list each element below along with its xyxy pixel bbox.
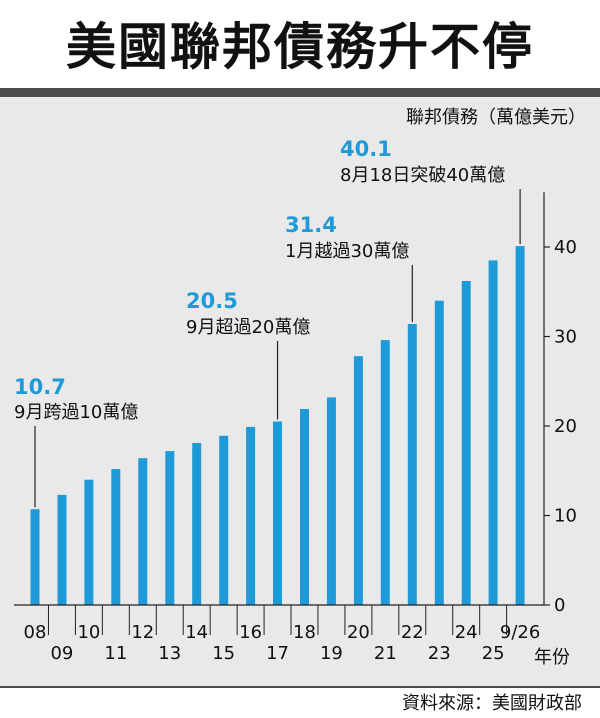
y-tick-label: 30 xyxy=(554,327,577,348)
y-tick-label: 10 xyxy=(554,506,577,527)
bar-14 xyxy=(192,443,202,605)
footer-divider xyxy=(0,686,600,688)
bar-15 xyxy=(219,435,229,605)
x-tick-label: 24 xyxy=(455,622,478,643)
annotation-text: 9月跨過10萬億 xyxy=(14,402,138,423)
y-tick-label: 0 xyxy=(554,595,565,616)
annotation-text: 8月18日突破40萬億 xyxy=(340,165,505,186)
bar-20 xyxy=(353,356,363,605)
x-tick-label: 9/26 xyxy=(500,622,540,643)
bar-25 xyxy=(488,260,498,605)
x-tick-label: 22 xyxy=(401,622,424,643)
x-tick-label: 21 xyxy=(374,643,397,664)
x-axis-label: 年份 xyxy=(534,647,570,668)
bar-9/26 xyxy=(515,246,525,605)
annotations-group: 10.7 9月跨過10萬億 20.5 9月超過20萬億 31.4 1月越過30萬億 40.1… xyxy=(14,137,521,508)
annotation-value: 20.5 xyxy=(186,289,238,313)
x-tick-label: 17 xyxy=(266,643,289,664)
y-axis-label: 聯邦債務（萬億美元） xyxy=(406,107,586,128)
y-tick-label: 20 xyxy=(554,416,577,437)
bar-12 xyxy=(138,458,148,605)
x-tick-label: 23 xyxy=(428,643,451,664)
x-tick-label: 12 xyxy=(131,622,154,643)
x-tick-label: 20 xyxy=(347,622,370,643)
annotation-text: 9月超過20萬億 xyxy=(186,317,310,338)
bar-23 xyxy=(434,300,444,605)
bar-11 xyxy=(111,469,121,605)
x-tick-label: 14 xyxy=(185,622,208,643)
x-tick-label: 09 xyxy=(50,643,73,664)
x-tick-label: 13 xyxy=(158,643,181,664)
bar-10 xyxy=(84,479,94,605)
bar-17 xyxy=(273,421,282,605)
annotation-value: 10.7 xyxy=(14,375,66,399)
title-divider xyxy=(0,88,600,97)
bar-18 xyxy=(300,409,309,605)
x-tick-label: 08 xyxy=(24,622,47,643)
x-tick-label: 15 xyxy=(212,643,235,664)
x-tick-label: 18 xyxy=(293,622,316,643)
source-note: 資料來源：美國財政部 xyxy=(402,693,582,714)
bar-19 xyxy=(326,397,336,605)
y-tick-label: 40 xyxy=(554,237,577,258)
x-tick-label: 11 xyxy=(104,643,127,664)
bar-22 xyxy=(407,324,417,605)
annotation-text: 1月越過30萬億 xyxy=(285,241,409,262)
annotation-value: 31.4 xyxy=(285,213,337,237)
bar-21 xyxy=(380,340,390,605)
bar-13 xyxy=(165,451,175,605)
x-tick-label: 19 xyxy=(320,643,343,664)
chart-title: 美國聯邦債務升不停 xyxy=(66,17,534,76)
annotation-value: 40.1 xyxy=(340,137,392,161)
bar-09 xyxy=(57,494,67,605)
bar-16 xyxy=(246,426,256,605)
bar-24 xyxy=(461,281,471,605)
bars-group xyxy=(30,246,525,605)
bar-chart: 聯邦債務（萬億美元） 年份 10.7 9月跨過10萬億 20.5 9月超過20萬億 31… xyxy=(14,107,586,668)
bar-08 xyxy=(30,509,40,605)
x-tick-label: 16 xyxy=(239,622,262,643)
chart-area: 聯邦債務（萬億美元） 年份 10.7 9月跨過10萬億 20.5 9月超過20萬億 31… xyxy=(0,97,600,687)
y-axis: 0 10 20 30 40 xyxy=(543,192,577,616)
x-tick-label: 10 xyxy=(77,622,100,643)
x-tick-label: 25 xyxy=(482,643,505,664)
